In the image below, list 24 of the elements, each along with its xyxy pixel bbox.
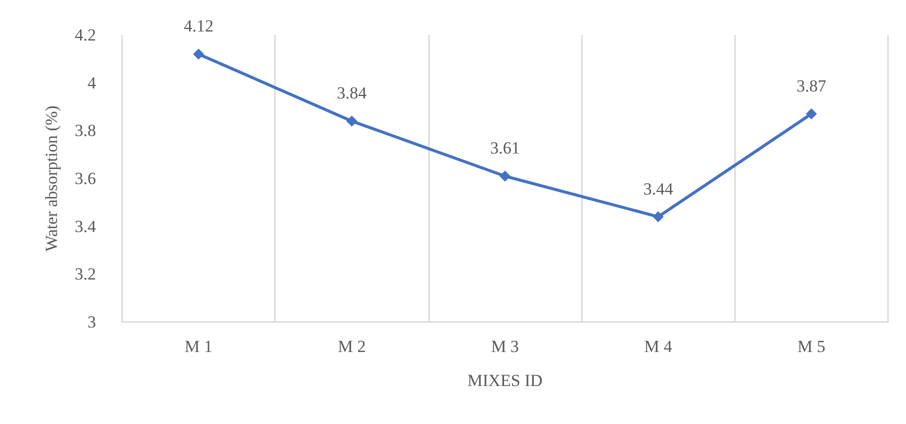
point [346,116,358,127]
y-tick-label: 3.8 [74,121,96,140]
x-tick-label: M 3 [491,337,519,356]
y-tick-label: 3.4 [74,216,96,236]
data-label: 3.84 [336,84,368,103]
point [652,211,664,222]
y-tick-label: 4.2 [74,26,96,44]
x-axis-title: MIXES ID [467,371,543,390]
x-tick-label: M 2 [338,337,366,356]
x-tick-label: M 1 [184,337,213,356]
y-tick-label: 3.6 [74,169,96,188]
data-label: 3.61 [490,138,520,158]
y-tick-label: 3.2 [74,264,96,284]
x-tick-label: M 5 [797,337,826,356]
y-tick-label: 3 [88,312,96,332]
data-label: 3.44 [643,179,674,198]
y-axis-title: Water absorption (%) [42,106,61,252]
point [806,108,817,120]
x-tick-label: M 4 [644,337,673,356]
point [193,48,204,60]
y-tick-label: 4 [88,73,96,92]
data-label: 3.87 [796,76,827,96]
point [500,170,510,182]
data-label: 4.12 [184,16,214,36]
